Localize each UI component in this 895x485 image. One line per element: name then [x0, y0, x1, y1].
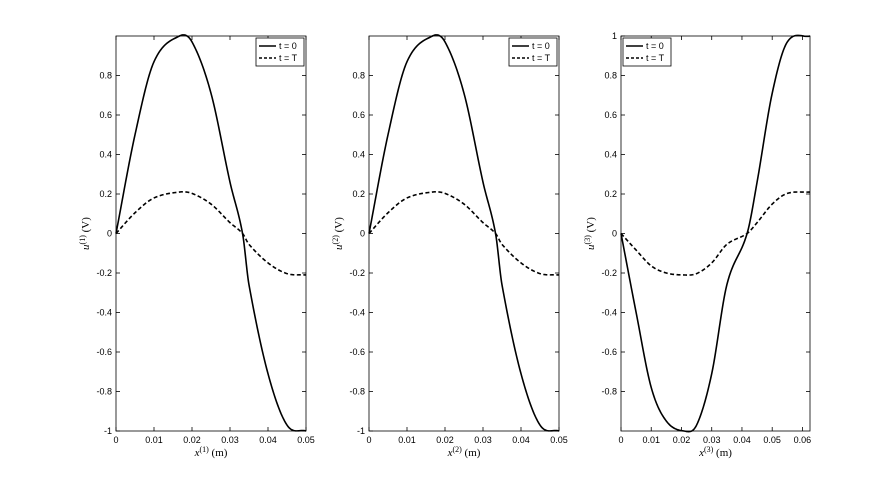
y-tick-label: 0.4 — [352, 150, 365, 160]
x-axis-label: x(3) (m) — [698, 445, 732, 459]
x-tick-label: 0.05 — [763, 435, 781, 445]
y-tick-label: -1 — [357, 426, 365, 436]
y-tick-label: 0.8 — [604, 71, 617, 81]
y-tick-label: 0.6 — [604, 110, 617, 120]
y-tick-label: -0.4 — [601, 308, 617, 318]
legend-entry: t = 0 — [279, 41, 297, 51]
plot-frame — [620, 35, 811, 432]
chart-panel-2: 0 0.01 0.02 0.03 0.04 0.05 -1 -0.8 -0.6 -0.4 -0.2 0… — [331, 34, 568, 459]
x-tick-label: 0.04 — [512, 435, 530, 445]
x-tick-label: 0.04 — [733, 435, 751, 445]
y-tick-label: 0.8 — [352, 71, 365, 81]
y-tick-label: -0.6 — [601, 347, 617, 357]
y-tick-label: -0.2 — [601, 268, 617, 278]
y-tick-label: -0.4 — [349, 308, 365, 318]
x-axis-label: x(2) (m) — [447, 445, 481, 459]
series-line-tT — [620, 191, 811, 276]
y-tick-label: 0.2 — [99, 189, 112, 199]
y-tick-label: 0 — [612, 229, 617, 239]
x-tick-label: 0.05 — [550, 435, 568, 445]
x-tick-label: 0.04 — [259, 435, 277, 445]
legend-entry: t = T — [279, 53, 298, 63]
x-tick-label: 0.03 — [221, 435, 239, 445]
y-tick-label: 0.6 — [352, 110, 365, 120]
x-tick-label: 0 — [366, 435, 371, 445]
series-line-t0 — [115, 34, 307, 432]
legend-box — [255, 37, 305, 67]
y-axis-label: u(2) (V) — [331, 217, 345, 250]
x-tick-label: 0 — [113, 435, 118, 445]
y-axis-label: u(1) (V) — [78, 217, 92, 250]
y-tick-label: 0.2 — [604, 189, 617, 199]
series-line-tT — [115, 190, 307, 276]
y-axis-label: u(3) (V) — [583, 217, 597, 250]
x-tick-label: 0.02 — [673, 435, 691, 445]
legend-entry: t = 0 — [646, 41, 664, 51]
x-tick-label: 0.03 — [703, 435, 721, 445]
y-tick-label: 0.6 — [99, 110, 112, 120]
legend: t = 0 t = T — [255, 37, 305, 67]
legend: t = 0 t = T — [622, 37, 672, 67]
x-tick-label: 0.01 — [145, 435, 163, 445]
y-tick-label: -0.6 — [349, 347, 365, 357]
x-tick-label: 0.02 — [436, 435, 454, 445]
x-axis-label: x(1) (m) — [194, 445, 228, 459]
y-tick-label: -0.2 — [349, 268, 365, 278]
legend-entry: t = T — [646, 53, 665, 63]
y-tick-label: 0.2 — [352, 189, 365, 199]
y-tick-label: 0.4 — [604, 150, 617, 160]
y-tick-label: -0.4 — [96, 308, 112, 318]
series-line-tT — [368, 190, 560, 276]
x-tick-label: 0.06 — [794, 435, 812, 445]
x-tick-label: 0.05 — [297, 435, 315, 445]
legend: t = 0 t = T — [508, 37, 558, 67]
legend-box — [508, 37, 558, 67]
y-tick-label: -0.8 — [96, 387, 112, 397]
y-tick-label: 0.8 — [99, 71, 112, 81]
x-tick-label: 0.01 — [398, 435, 416, 445]
y-tick-label: -0.8 — [349, 387, 365, 397]
chart-panel-1: 0 0.01 0.02 0.03 0.04 0.05 -1 -0.8 -0.6 -0.4 -0.2 0… — [78, 34, 315, 459]
y-tick-label: 0 — [360, 229, 365, 239]
y-tick-label: 0 — [107, 229, 112, 239]
y-tick-label: -0.8 — [601, 387, 617, 397]
y-tick-label: -0.2 — [96, 268, 112, 278]
chart-panel-3: 0 0.01 0.02 0.03 0.04 0.05 0.06 -0.8 -0.6 -0.4 -0.… — [583, 31, 811, 459]
y-tick-label: -1 — [104, 426, 112, 436]
legend-box — [622, 37, 672, 67]
x-tick-label: 0.02 — [183, 435, 201, 445]
legend-entry: t = T — [532, 53, 551, 63]
legend-entry: t = 0 — [532, 41, 550, 51]
series-line-t0 — [368, 34, 560, 432]
x-tick-label: 0 — [618, 435, 623, 445]
y-tick-label: -0.6 — [96, 347, 112, 357]
y-tick-label: 0.4 — [99, 150, 112, 160]
series-line-t0 — [620, 34, 811, 433]
y-tick-label: 1 — [612, 31, 617, 41]
x-tick-label: 0.01 — [642, 435, 660, 445]
x-tick-label: 0.03 — [474, 435, 492, 445]
